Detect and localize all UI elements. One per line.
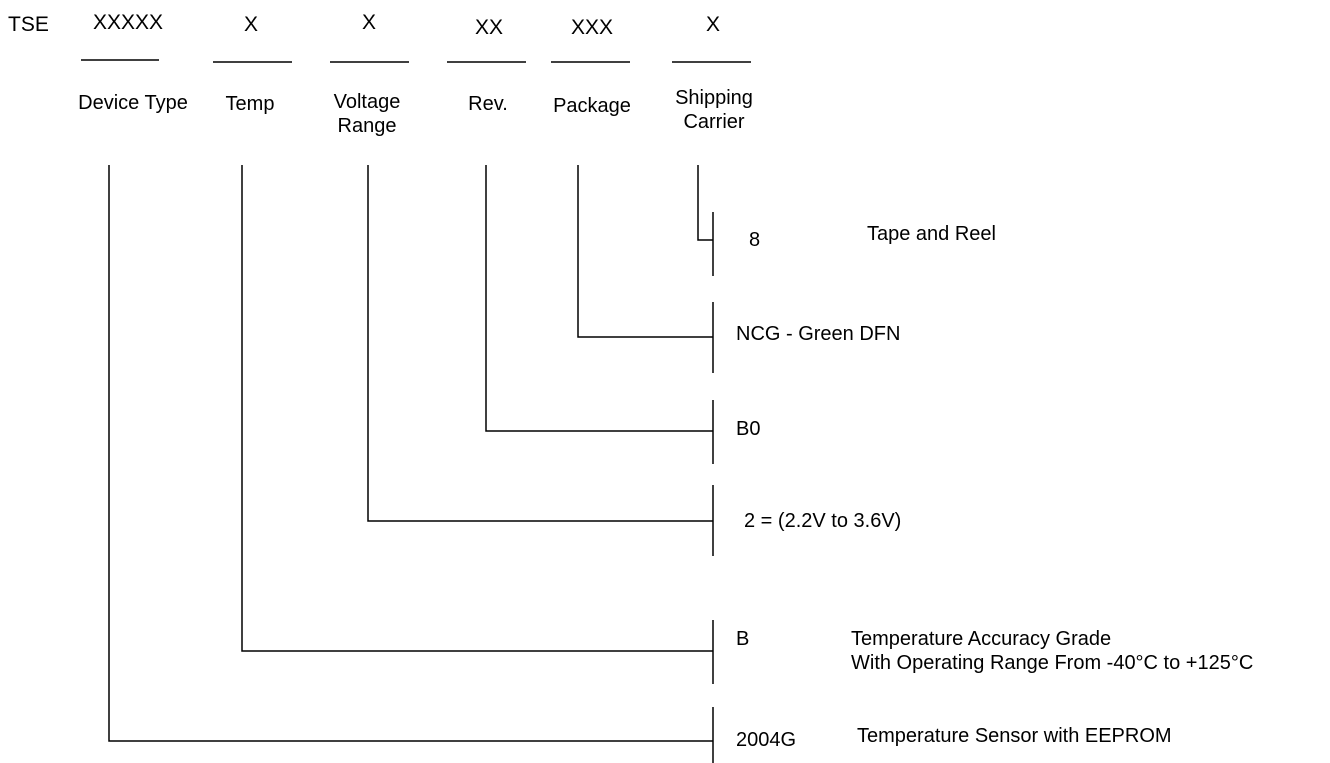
field-label-voltage: Voltage Range bbox=[333, 91, 401, 137]
option-code-8: 8 bbox=[749, 229, 761, 251]
leader-rev bbox=[485, 165, 713, 432]
field-code-voltage: X bbox=[361, 11, 377, 34]
option-code-2004g: 2004G bbox=[736, 729, 797, 751]
leader-voltage bbox=[367, 165, 713, 522]
leader-device-type bbox=[108, 165, 713, 742]
option-code-voltage-2: 2 = (2.2V to 3.6V) bbox=[744, 510, 902, 532]
field-code-package: XXX bbox=[570, 16, 614, 39]
option-code-b: B bbox=[736, 628, 750, 650]
field-label-shipping: Shipping Carrier bbox=[675, 87, 753, 133]
leader-temp bbox=[241, 165, 713, 652]
option-desc-temp-sensor: Temperature Sensor with EEPROM bbox=[857, 725, 1172, 747]
option-code-ncg: NCG - Green DFN bbox=[736, 323, 901, 345]
field-label-device-type: Device Type bbox=[78, 92, 188, 114]
option-desc-tape-and-reel: Tape and Reel bbox=[867, 223, 996, 245]
field-label-package: Package bbox=[553, 95, 631, 117]
field-code-shipping: X bbox=[705, 13, 721, 36]
leader-shipping bbox=[697, 165, 713, 241]
option-code-b0: B0 bbox=[736, 418, 761, 440]
field-code-device-type: XXXXX bbox=[92, 11, 164, 34]
option-desc-accuracy-grade: Temperature Accuracy Grade bbox=[851, 628, 1112, 650]
field-label-rev: Rev. bbox=[468, 93, 508, 115]
part-prefix: TSE bbox=[8, 13, 49, 36]
option-desc-operating-range: With Operating Range From -40°C to +125°… bbox=[851, 652, 1254, 674]
field-code-temp: X bbox=[243, 13, 259, 36]
field-label-temp: Temp bbox=[225, 93, 275, 115]
leader-package bbox=[577, 165, 713, 338]
field-code-rev: XX bbox=[474, 16, 504, 39]
